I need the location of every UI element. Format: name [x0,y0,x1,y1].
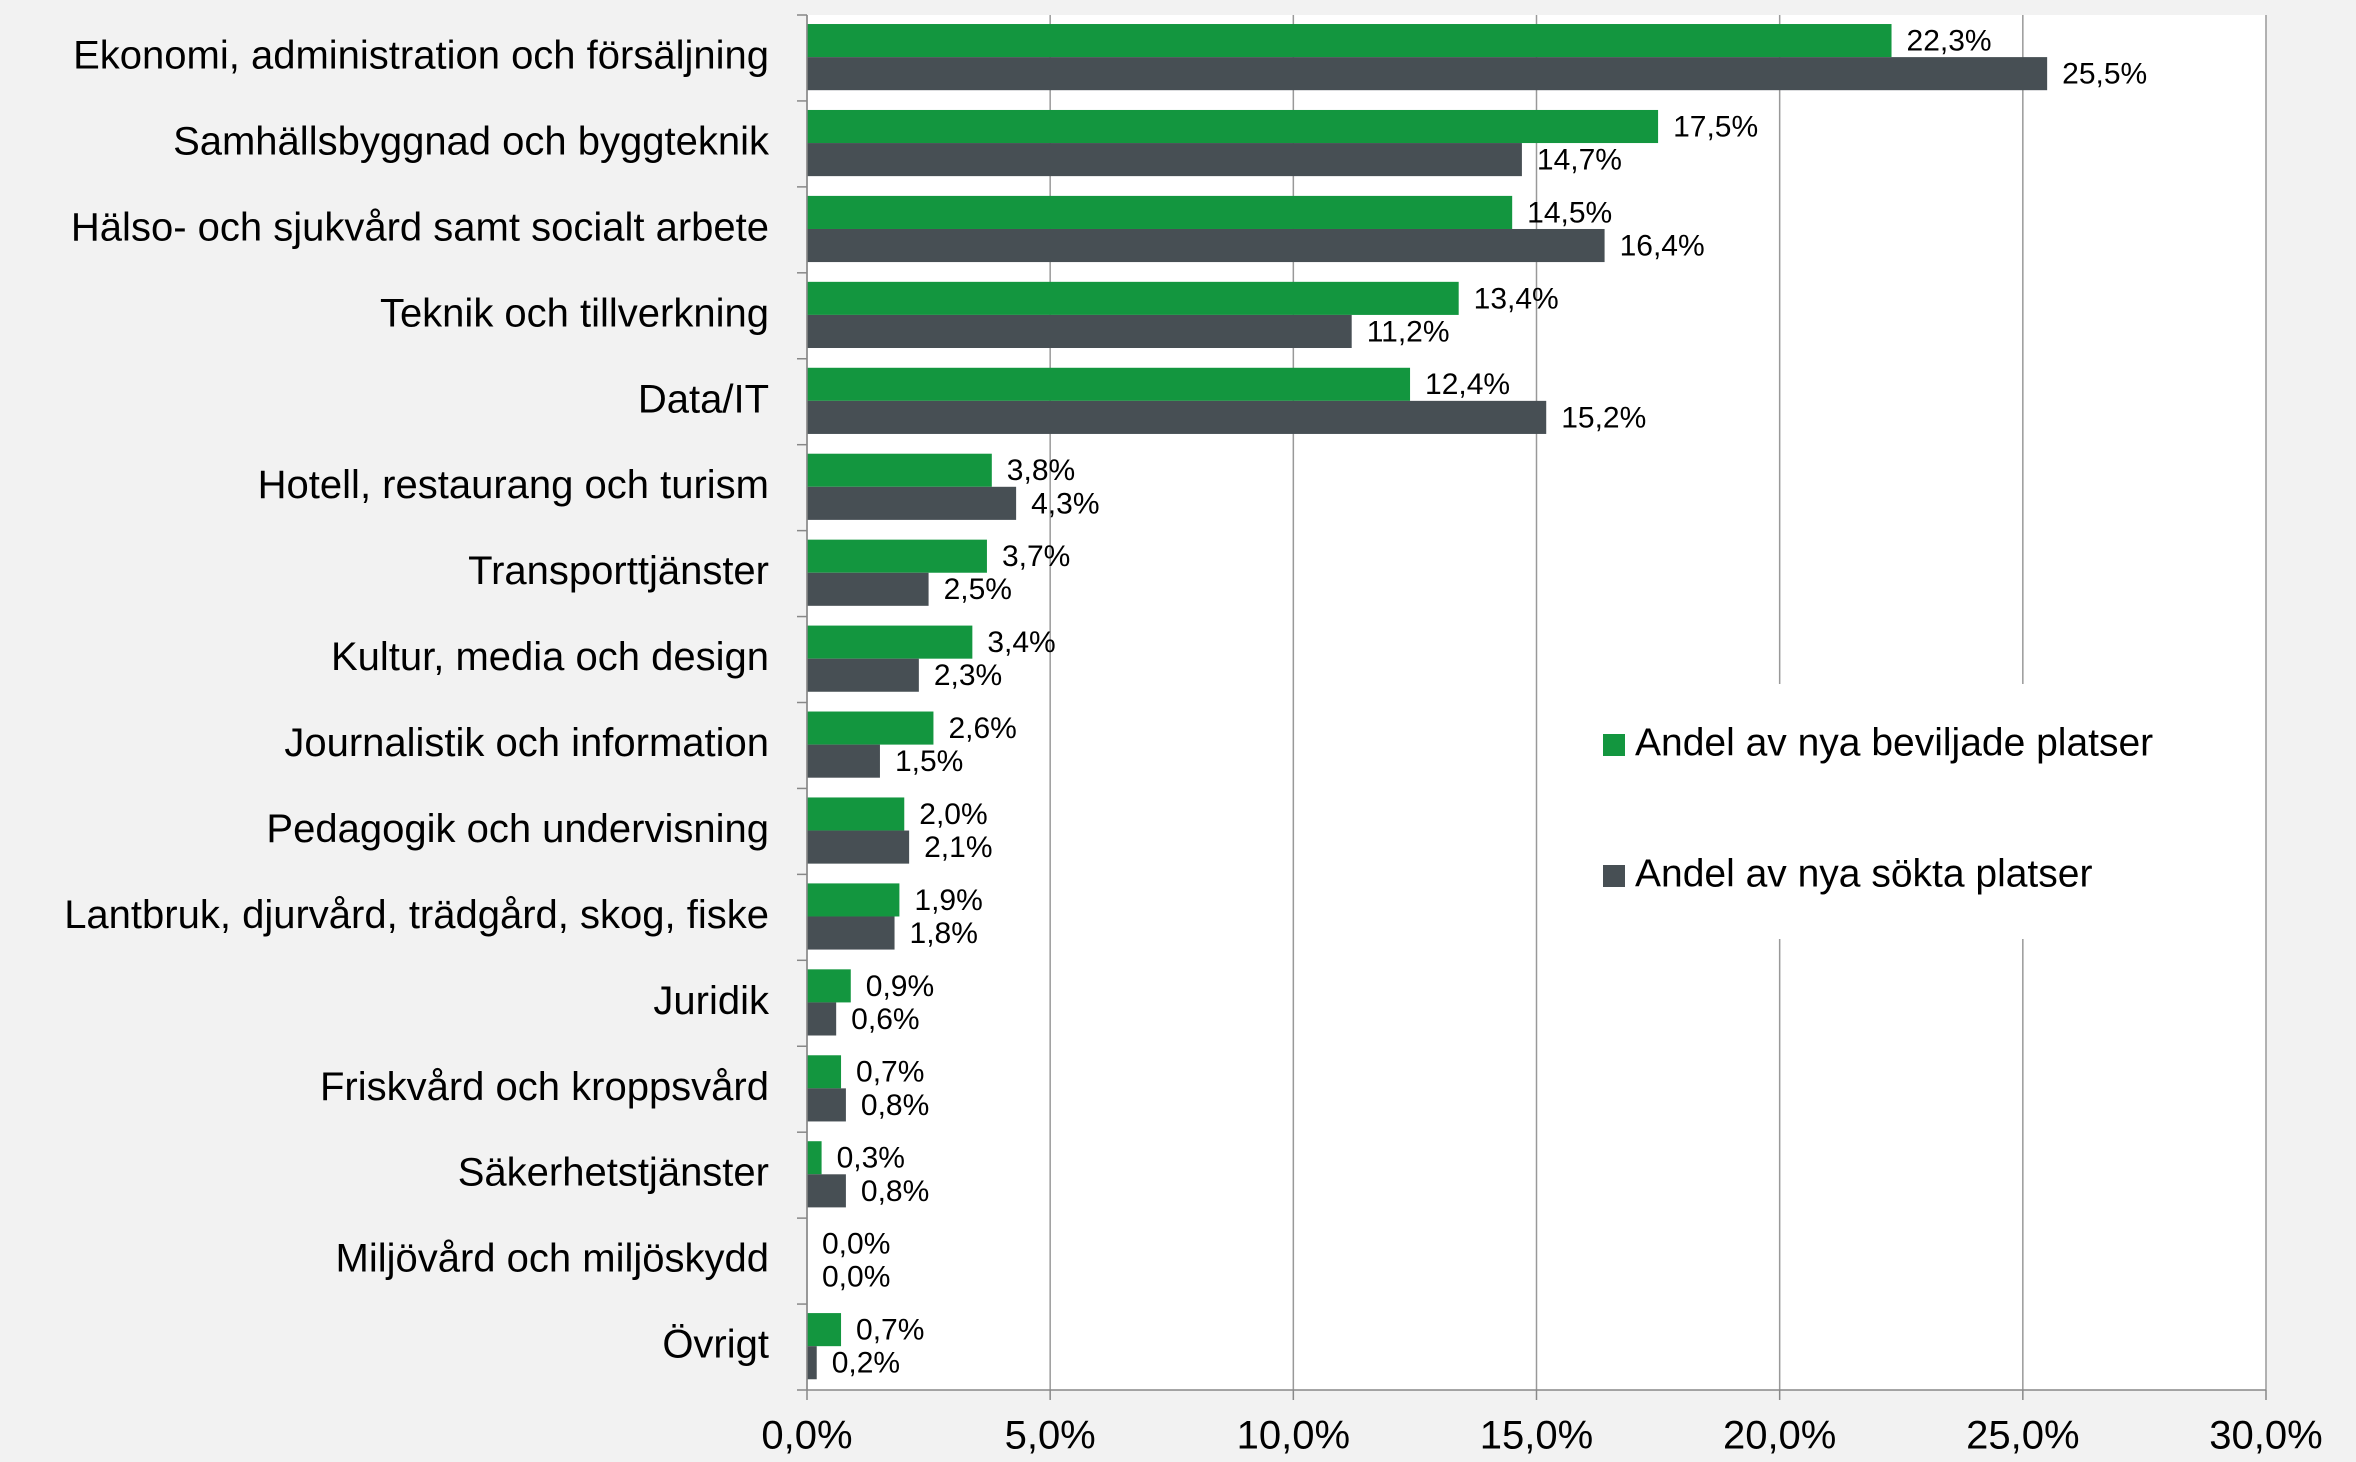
bar [807,453,992,487]
bar [807,1313,842,1347]
value-label: 2,6% [948,712,1016,745]
value-label: 0,2% [832,1347,900,1380]
bar [807,916,895,950]
x-tick-label: 10,0% [1237,1414,1350,1458]
value-label: 12,4% [1425,368,1510,401]
bar [807,109,1659,144]
category-label: Säkerhetstjänster [458,1151,769,1195]
bar [807,1002,837,1036]
value-label: 3,7% [1002,540,1070,573]
x-tick-label: 15,0% [1480,1414,1593,1458]
category-label: Friskvård och kroppsvård [320,1065,769,1109]
value-label: 1,9% [914,884,982,917]
bar [807,797,905,831]
bar [807,1141,822,1175]
x-tick-label: 30,0% [2209,1414,2322,1458]
bar [807,969,851,1003]
value-label: 2,3% [934,659,1002,692]
value-label: 22,3% [1907,24,1992,57]
bar [807,658,919,692]
category-label: Kultur, media och design [331,635,769,679]
legend-label: Andel av nya beviljade platser [1635,721,2153,764]
value-label: 16,4% [1620,229,1705,262]
category-label: Hälso- och sjukvård samt socialt arbete [71,205,769,249]
bar [807,711,934,745]
bar [807,367,1411,401]
value-label: 1,5% [895,745,963,778]
bar [807,400,1547,434]
bar [807,830,910,864]
category-label: Miljövård och miljöskydd [336,1237,769,1281]
category-label: Hotell, restaurang och turism [258,463,769,507]
category-label: Samhällsbyggnad och byggteknik [173,119,770,163]
value-label: 15,2% [1561,401,1646,434]
value-label: 17,5% [1673,110,1758,143]
value-label: 0,3% [837,1142,905,1175]
category-label: Journalistik och information [284,721,769,765]
bar [807,625,973,659]
value-label: 4,3% [1031,487,1099,520]
bar [807,143,1522,177]
category-label: Lantbruk, djurvård, trädgård, skog, fisk… [64,893,769,937]
bar [807,572,929,606]
bar [807,883,900,917]
value-label: 13,4% [1474,282,1559,315]
bar [807,281,1459,315]
value-label: 11,2% [1367,315,1450,348]
value-label: 0,8% [861,1089,929,1122]
category-label: Övrigt [662,1323,769,1367]
value-label: 0,0% [822,1228,890,1261]
bar [807,228,1605,263]
value-label: 2,5% [944,573,1012,606]
category-label: Data/IT [638,377,769,421]
value-label: 3,8% [1007,454,1075,487]
legend-swatch [1603,865,1625,887]
x-tick-label: 5,0% [1005,1414,1096,1458]
legend-swatch [1603,734,1625,756]
value-label: 0,8% [861,1175,929,1208]
bar [807,314,1352,349]
value-label: 25,5% [2062,58,2147,91]
value-label: 1,8% [910,917,978,950]
bar [807,24,1892,58]
bar [807,1088,846,1122]
value-label: 0,7% [856,1314,924,1347]
value-label: 3,4% [987,626,1055,659]
value-label: 0,9% [866,970,934,1003]
bar [807,1346,817,1380]
category-label: Transporttjänster [468,549,769,593]
value-label: 0,7% [856,1056,924,1089]
bar [807,486,1017,520]
category-label: Juridik [653,979,770,1023]
bar [807,57,2048,91]
x-tick-label: 0,0% [761,1414,852,1458]
value-label: 0,0% [822,1261,890,1294]
category-label: Pedagogik och undervisning [266,807,769,851]
bar [807,539,987,573]
value-label: 14,7% [1537,144,1622,177]
value-label: 2,0% [919,798,987,831]
value-label: 0,6% [851,1003,919,1036]
bar [807,195,1513,229]
x-tick-label: 20,0% [1723,1414,1836,1458]
x-tick-label: 25,0% [1966,1414,2079,1458]
value-label: 14,5% [1527,196,1612,229]
bar [807,744,880,778]
legend-label: Andel av nya sökta platser [1635,852,2092,895]
category-label: Teknik och tillverkning [380,291,769,335]
legend [1585,684,2254,939]
bar [807,1174,846,1208]
category-label: Ekonomi, administration och försäljning [73,34,769,78]
bar [807,1055,842,1089]
value-label: 2,1% [924,831,992,864]
